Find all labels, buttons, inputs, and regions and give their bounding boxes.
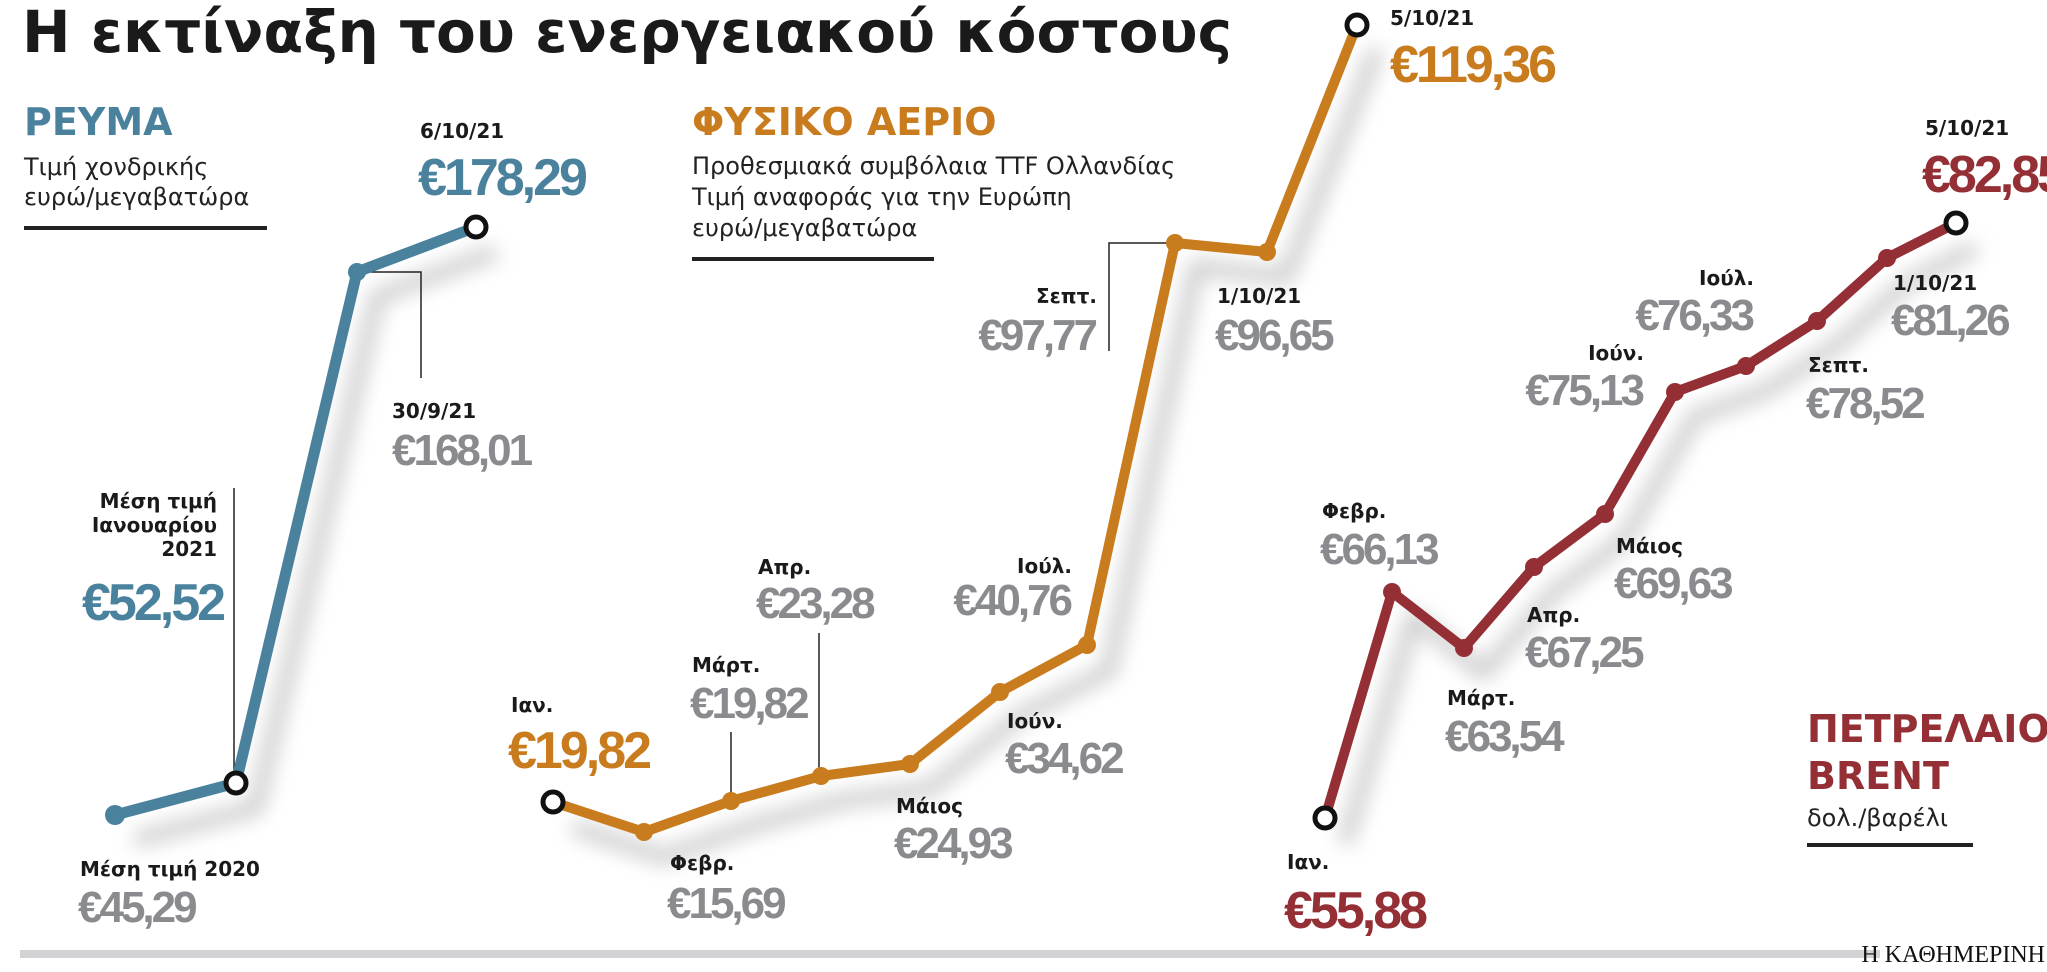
gas-panel: ΦΥΣΙΚΟ ΑΕΡΙΟ Προθεσμιακά συμβόλαια TTF Ο… bbox=[508, 6, 1559, 928]
value-label: €23,28 bbox=[756, 579, 875, 628]
oil-heading-2: BRENT bbox=[1807, 754, 1949, 798]
value-label: €97,77 bbox=[978, 311, 1096, 360]
endpoint-marker bbox=[1344, 12, 1370, 38]
value-label: €15,69 bbox=[667, 879, 785, 928]
label-month: Ιούν. bbox=[1007, 709, 1063, 733]
value-label: €34,62 bbox=[1005, 734, 1123, 783]
value-label: €40,76 bbox=[953, 576, 1071, 625]
gas-line bbox=[551, 23, 1362, 837]
value-highlight: €52,52 bbox=[82, 574, 224, 632]
label-month: Μάρτ. bbox=[692, 653, 760, 677]
value-highlight: €55,88 bbox=[1284, 882, 1427, 940]
electricity-underline bbox=[24, 226, 267, 230]
label-month: Απρ. bbox=[758, 555, 811, 579]
label-date: 30/9/21 bbox=[392, 399, 476, 423]
label-text: Μέση τιμή bbox=[100, 489, 217, 513]
label-date: 6/10/21 bbox=[420, 119, 504, 143]
electricity-line bbox=[113, 221, 478, 821]
electricity-panel: ΡΕΥΜΑ Τιμή χονδρικής ευρώ/μεγαβατώρα 6/1… bbox=[23, 100, 589, 932]
footer-bar bbox=[20, 950, 1880, 958]
oil-heading-1: ΠΕΤΡΕΛΑΙΟ bbox=[1807, 707, 2047, 751]
electricity-line-shadow bbox=[133, 245, 499, 847]
gas-line-shadow bbox=[570, 46, 1384, 864]
gas-subtitle-3: ευρώ/μεγαβατώρα bbox=[692, 214, 917, 242]
oil-panel: 5/10/21 €82,85 1/10/21 €81,26 Σεπτ. €78,… bbox=[1284, 116, 2047, 940]
label-month: Φεβρ. bbox=[1322, 499, 1386, 523]
endpoint-marker bbox=[540, 789, 566, 815]
label-date: 5/10/21 bbox=[1390, 6, 1474, 30]
label-text: Ιανουαρίου bbox=[92, 513, 217, 537]
gas-data-points bbox=[635, 234, 1276, 841]
value-label: €96,65 bbox=[1215, 311, 1334, 360]
gas-heading: ΦΥΣΙΚΟ ΑΕΡΙΟ bbox=[692, 100, 997, 144]
label-month: Ιούλ. bbox=[1699, 266, 1754, 290]
leader-line bbox=[1108, 242, 1175, 351]
value-label: €76,33 bbox=[1635, 291, 1753, 340]
value-label: €19,82 bbox=[690, 679, 808, 728]
page-title: Η εκτίναξη του ενεργειακού κόστους bbox=[22, 0, 1232, 66]
label-date: 5/10/21 bbox=[1925, 116, 2009, 140]
label-month: Ιαν. bbox=[511, 693, 553, 717]
oil-line-shadow bbox=[1338, 241, 1980, 846]
label-month: Μάιος bbox=[896, 794, 963, 818]
label-month: Ιούλ. bbox=[1017, 554, 1072, 578]
value-highlight: €19,82 bbox=[508, 722, 650, 780]
value-label: €168,01 bbox=[392, 426, 533, 475]
label-month: Ιαν. bbox=[1287, 850, 1329, 874]
value-label: €45,29 bbox=[78, 883, 196, 932]
value-label: €63,54 bbox=[1445, 712, 1565, 761]
label-date: 1/10/21 bbox=[1217, 284, 1301, 308]
label-month: Μάιος bbox=[1616, 534, 1683, 558]
gas-underline bbox=[692, 257, 934, 261]
gas-subtitle-2: Τιμή αναφοράς για την Ευρώπη bbox=[691, 183, 1072, 211]
oil-line bbox=[1320, 218, 1959, 820]
label-month: Μάρτ. bbox=[1447, 686, 1515, 710]
electricity-subtitle-2: ευρώ/μεγαβατώρα bbox=[24, 183, 249, 211]
value-label: €69,63 bbox=[1614, 559, 1732, 608]
label-month: Απρ. bbox=[1527, 603, 1580, 627]
data-point bbox=[105, 805, 125, 825]
endpoint-marker bbox=[463, 214, 489, 240]
gas-subtitle-1: Προθεσμιακά συμβόλαια TTF Ολλανδίας bbox=[692, 152, 1175, 180]
endpoint-marker bbox=[1943, 210, 1969, 236]
label-text: Μέση τιμή 2020 bbox=[80, 857, 260, 881]
label-month: Σεπτ. bbox=[1808, 353, 1869, 377]
oil-underline bbox=[1807, 843, 1973, 847]
value-highlight: €82,85 bbox=[1922, 146, 2047, 204]
label-text: 2021 bbox=[161, 537, 217, 561]
value-label: €75,13 bbox=[1525, 366, 1643, 415]
label-month: Φεβρ. bbox=[670, 851, 734, 875]
label-date: 1/10/21 bbox=[1893, 271, 1977, 295]
label-month: Ιούν. bbox=[1588, 341, 1644, 365]
leader-line bbox=[357, 271, 422, 378]
electricity-subtitle-1: Τιμή χονδρικής bbox=[23, 153, 208, 181]
value-label: €78,52 bbox=[1806, 379, 1924, 428]
value-label: €67,25 bbox=[1525, 628, 1644, 677]
endpoint-marker bbox=[1312, 805, 1338, 831]
value-highlight: €119,36 bbox=[1390, 36, 1556, 94]
value-highlight: €178,29 bbox=[418, 149, 586, 207]
label-month: Σεπτ. bbox=[1036, 284, 1097, 308]
electricity-heading: ΡΕΥΜΑ bbox=[24, 100, 173, 144]
oil-data-points bbox=[1383, 249, 1896, 657]
source-credit: Η ΚΑΘΗΜΕΡΙΝΗ bbox=[1861, 942, 2045, 968]
value-label: €81,26 bbox=[1891, 296, 2009, 345]
oil-subtitle: δολ./βαρέλι bbox=[1807, 804, 1948, 832]
value-label: €66,13 bbox=[1320, 525, 1438, 574]
data-point bbox=[348, 263, 366, 281]
value-label: €24,93 bbox=[894, 819, 1012, 868]
endpoint-marker bbox=[223, 770, 249, 796]
